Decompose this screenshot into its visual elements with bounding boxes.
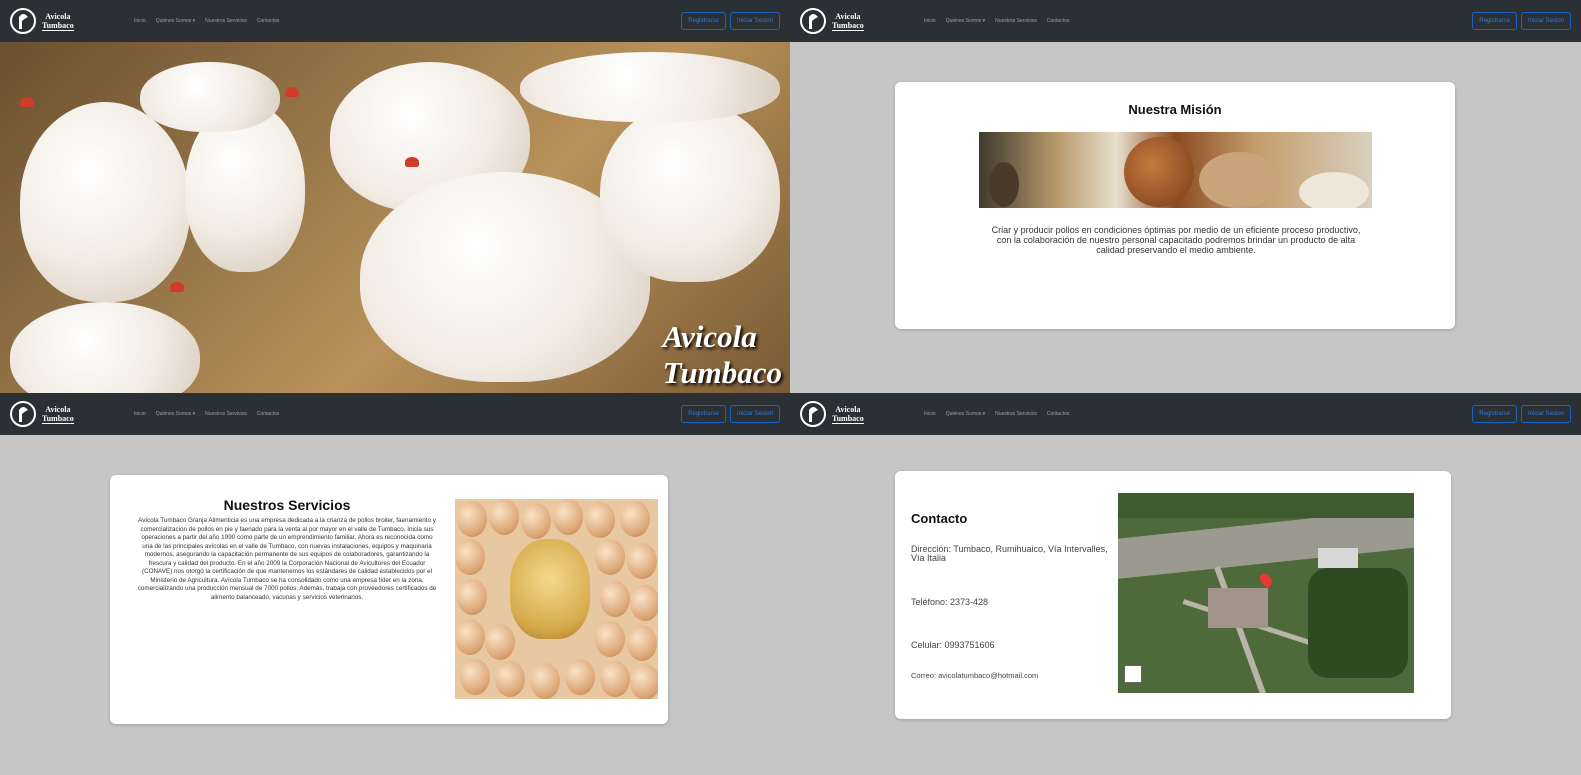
map-control[interactable] xyxy=(1124,665,1142,683)
register-button[interactable]: Registrarse xyxy=(681,12,726,30)
logo[interactable]: Avicola Tumbaco xyxy=(10,400,120,428)
register-button[interactable]: Registrarse xyxy=(1472,12,1517,30)
logo[interactable]: Avicola Tumbaco xyxy=(10,7,120,35)
nav-inicio[interactable]: Inicio xyxy=(134,411,146,417)
map-pin-icon[interactable] xyxy=(1257,571,1275,589)
nav-inicio[interactable]: Inicio xyxy=(924,18,936,24)
nav-inicio[interactable]: Inicio xyxy=(924,411,936,417)
contact-mobile: Celular: 0993751606 xyxy=(911,640,995,650)
nav-contactos[interactable]: Contactos xyxy=(256,18,280,24)
contact-phone: Teléfono: 2373-428 xyxy=(911,597,989,607)
navbar: Avicola Tumbaco Inicio Quiénes Somos ▾ Nu… xyxy=(0,0,790,42)
logo[interactable]: Avicola Tumbaco xyxy=(800,400,910,428)
services-card: Nuestros Servicios Avícola Tumbaco Granj… xyxy=(110,475,668,724)
logo-mark-icon xyxy=(10,401,36,427)
services-screen: Avicola Tumbaco Inicio Quiénes Somos ▾ Nu… xyxy=(0,393,790,775)
contact-card: Contacto Dirección: Tumbaco, Rumihuaico,… xyxy=(895,471,1451,719)
nav-quienes-somos[interactable]: Quiénes Somos ▾ xyxy=(945,18,986,24)
nav-quienes-somos[interactable]: Quiénes Somos ▾ xyxy=(155,18,196,24)
mission-text: Criar y producir pollos en condiciones ó… xyxy=(991,225,1361,255)
services-title: Nuestros Servicios xyxy=(223,497,351,513)
register-button[interactable]: Registrarse xyxy=(681,405,726,423)
nav-contactos[interactable]: Contactos xyxy=(1046,411,1070,417)
nav-servicios[interactable]: Nuestros Servicios xyxy=(995,411,1037,417)
logo[interactable]: Avicola Tumbaco xyxy=(800,7,910,35)
hero-image: Avicola Tumbaco xyxy=(0,42,790,393)
login-button[interactable]: Iniciar Sesion xyxy=(729,12,780,30)
contact-screen: Avicola Tumbaco Inicio Quiénes Somos ▾ Nu… xyxy=(790,393,1581,775)
mission-title: Nuestra Misión xyxy=(1128,102,1222,117)
nav-servicios[interactable]: Nuestros Servicios xyxy=(205,411,247,417)
register-button[interactable]: Registrarse xyxy=(1472,405,1517,423)
logo-mark-icon xyxy=(10,8,36,34)
home-screen: Avicola Tumbaco Inicio Quiénes Somos ▾ Nu… xyxy=(0,0,790,393)
nav-inicio[interactable]: Inicio xyxy=(134,18,146,24)
nav-contactos[interactable]: Contactos xyxy=(1046,18,1070,24)
logo-line2: Tumbaco xyxy=(42,20,74,30)
mission-image xyxy=(979,132,1372,208)
contact-title: Contacto xyxy=(911,511,968,526)
login-button[interactable]: Iniciar Sesion xyxy=(1520,405,1571,423)
mission-screen: Avicola Tumbaco Inicio Quiénes Somos ▾ Nu… xyxy=(790,0,1581,393)
contact-address: Dirección: Tumbaco, Rumihuaico, Vía Inte… xyxy=(911,544,1108,563)
mission-card: Nuestra Misión Criar y producir pollos e… xyxy=(895,82,1455,329)
logo-line1: Avicola xyxy=(45,11,71,21)
logo-mark-icon xyxy=(800,401,826,427)
login-button[interactable]: Iniciar Sesion xyxy=(729,405,780,423)
navbar: Avicola Tumbaco Inicio Quiénes Somos ▾ Nu… xyxy=(790,0,1581,42)
login-button[interactable]: Iniciar Sesion xyxy=(1520,12,1571,30)
map[interactable] xyxy=(1118,493,1414,693)
logo-mark-icon xyxy=(800,8,826,34)
nav-quienes-somos[interactable]: Quiénes Somos ▾ xyxy=(155,411,196,417)
services-image xyxy=(455,499,658,699)
navbar: Avicola Tumbaco Inicio Quiénes Somos ▾ Nu… xyxy=(0,393,790,435)
hero-title: Avicola Tumbaco xyxy=(662,319,782,390)
nav-quienes-somos[interactable]: Quiénes Somos ▾ xyxy=(945,411,986,417)
nav-servicios[interactable]: Nuestros Servicios xyxy=(205,18,247,24)
contact-email[interactable]: Correo: avicolatumbaco@hotmail.com xyxy=(911,671,1039,680)
nav-contactos[interactable]: Contactos xyxy=(256,411,280,417)
services-text: Avícola Tumbaco Granja Alimenticia es un… xyxy=(137,517,437,601)
nav-servicios[interactable]: Nuestros Servicios xyxy=(995,18,1037,24)
navbar: Avicola Tumbaco Inicio Quiénes Somos ▾ Nu… xyxy=(790,393,1581,435)
